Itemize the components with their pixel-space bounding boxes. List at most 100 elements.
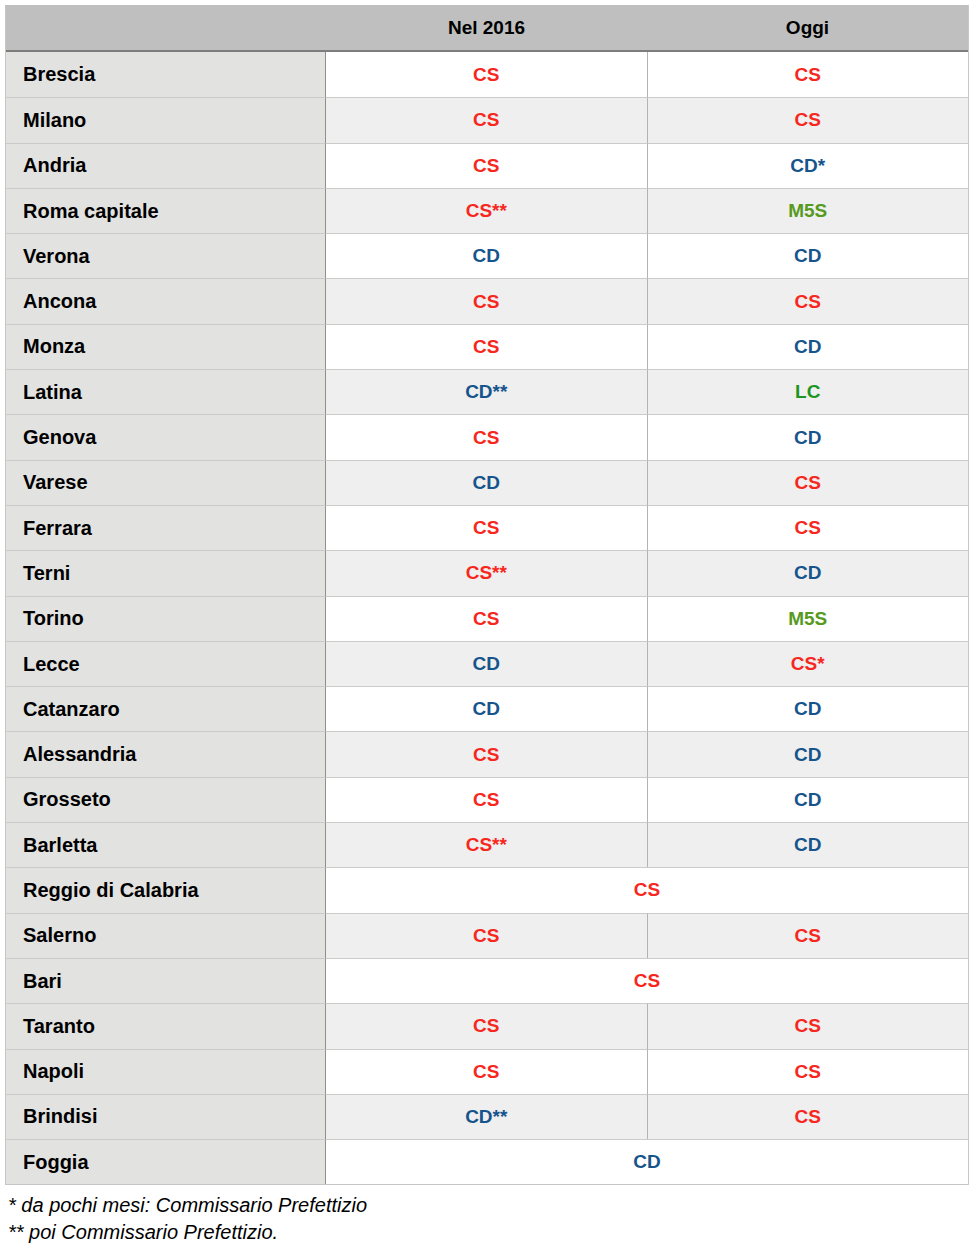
city-label: Barletta: [6, 822, 326, 867]
table-row: Catanzaro CD CD: [6, 686, 968, 731]
value-oggi: CS: [648, 1049, 969, 1094]
value-nel2016: CS**: [326, 188, 648, 233]
parties-table: Nel 2016 Oggi Brescia CS CS Milano CS CS…: [5, 5, 969, 1185]
value-nel2016: CS: [326, 913, 648, 958]
table-row: Genova CS CD: [6, 414, 968, 459]
value-nel2016: CD: [326, 641, 648, 686]
city-label: Foggia: [6, 1139, 326, 1184]
table-row: Brescia CS CS: [6, 52, 968, 97]
table-row: Ancona CS CS: [6, 278, 968, 323]
value-nel2016: CD**: [326, 1094, 648, 1139]
value-nel2016: CD: [326, 233, 648, 278]
value-oggi: CS: [648, 460, 969, 505]
city-label: Milano: [6, 97, 326, 142]
value-nel2016: CD: [326, 686, 648, 731]
value-oggi: M5S: [648, 188, 969, 233]
city-label: Ferrara: [6, 505, 326, 550]
value-nel2016: CS: [326, 731, 648, 776]
city-label: Grosseto: [6, 777, 326, 822]
value-nel2016: CS: [326, 143, 648, 188]
table-row: Latina CD** LC: [6, 369, 968, 414]
value-oggi: CD: [648, 686, 969, 731]
value-nel2016: CS: [326, 414, 648, 459]
value-oggi: CS: [648, 1003, 969, 1048]
city-label: Brescia: [6, 52, 326, 97]
table-row-merged: Foggia CD: [6, 1139, 968, 1184]
city-label: Andria: [6, 143, 326, 188]
value-oggi: LC: [648, 369, 969, 414]
value-oggi: CS: [648, 97, 969, 142]
value-merged: CD: [326, 1139, 968, 1184]
city-label: Brindisi: [6, 1094, 326, 1139]
value-nel2016: CS: [326, 52, 648, 97]
footnotes: * da pochi mesi: Commissario Prefettizio…: [8, 1192, 367, 1246]
value-oggi: CS: [648, 913, 969, 958]
footnote-double-asterisk: ** poi Commissario Prefettizio.: [8, 1219, 367, 1246]
table-row: Salerno CS CS: [6, 913, 968, 958]
value-oggi: CS: [648, 505, 969, 550]
value-oggi: CD: [648, 777, 969, 822]
value-nel2016: CS: [326, 324, 648, 369]
value-nel2016: CS**: [326, 822, 648, 867]
table-row: Ferrara CS CS: [6, 505, 968, 550]
value-oggi: CD: [648, 731, 969, 776]
table-row: Torino CS M5S: [6, 596, 968, 641]
table-body: Brescia CS CS Milano CS CS Andria CS CD*…: [6, 52, 968, 1184]
value-nel2016: CD**: [326, 369, 648, 414]
city-label: Salerno: [6, 913, 326, 958]
value-nel2016: CS: [326, 97, 648, 142]
table-row: Andria CS CD*: [6, 143, 968, 188]
value-oggi: CD: [648, 324, 969, 369]
table-row: Napoli CS CS: [6, 1049, 968, 1094]
table-row: Lecce CD CS*: [6, 641, 968, 686]
table-row: Verona CD CD: [6, 233, 968, 278]
table-row: Barletta CS** CD: [6, 822, 968, 867]
value-merged: CS: [326, 867, 968, 912]
city-label: Genova: [6, 414, 326, 459]
value-oggi: CD*: [648, 143, 969, 188]
value-nel2016: CS**: [326, 550, 648, 595]
table-row: Roma capitale CS** M5S: [6, 188, 968, 233]
value-oggi: CD: [648, 233, 969, 278]
city-label: Napoli: [6, 1049, 326, 1094]
value-oggi: CS: [648, 278, 969, 323]
value-oggi: CS: [648, 1094, 969, 1139]
value-nel2016: CS: [326, 1003, 648, 1048]
city-label: Taranto: [6, 1003, 326, 1048]
header-row: Nel 2016 Oggi: [6, 5, 968, 52]
city-label: Varese: [6, 460, 326, 505]
city-label: Alessandria: [6, 731, 326, 776]
table-row: Milano CS CS: [6, 97, 968, 142]
table-row: Monza CS CD: [6, 324, 968, 369]
value-oggi: CD: [648, 414, 969, 459]
page: Nel 2016 Oggi Brescia CS CS Milano CS CS…: [0, 0, 974, 1248]
city-label: Monza: [6, 324, 326, 369]
table-row: Grosseto CS CD: [6, 777, 968, 822]
footnote-asterisk: * da pochi mesi: Commissario Prefettizio: [8, 1192, 367, 1219]
table-row: Brindisi CD** CS: [6, 1094, 968, 1139]
city-label: Lecce: [6, 641, 326, 686]
value-oggi: CS: [648, 52, 969, 97]
value-nel2016: CD: [326, 460, 648, 505]
value-oggi: CS*: [648, 641, 969, 686]
city-label: Roma capitale: [6, 188, 326, 233]
city-label: Terni: [6, 550, 326, 595]
city-label: Torino: [6, 596, 326, 641]
value-nel2016: CS: [326, 278, 648, 323]
table-row: Varese CD CS: [6, 460, 968, 505]
value-oggi: M5S: [648, 596, 969, 641]
city-label: Verona: [6, 233, 326, 278]
value-nel2016: CS: [326, 777, 648, 822]
value-nel2016: CS: [326, 505, 648, 550]
table-row: Alessandria CS CD: [6, 731, 968, 776]
table-row-merged: Bari CS: [6, 958, 968, 1003]
city-label: Bari: [6, 958, 326, 1003]
value-merged: CS: [326, 958, 968, 1003]
column-header-oggi: Oggi: [647, 17, 968, 39]
column-header-nel2016: Nel 2016: [326, 17, 647, 39]
city-label: Catanzaro: [6, 686, 326, 731]
city-label: Reggio di Calabria: [6, 867, 326, 912]
value-nel2016: CS: [326, 596, 648, 641]
value-oggi: CD: [648, 822, 969, 867]
table-row: Taranto CS CS: [6, 1003, 968, 1048]
